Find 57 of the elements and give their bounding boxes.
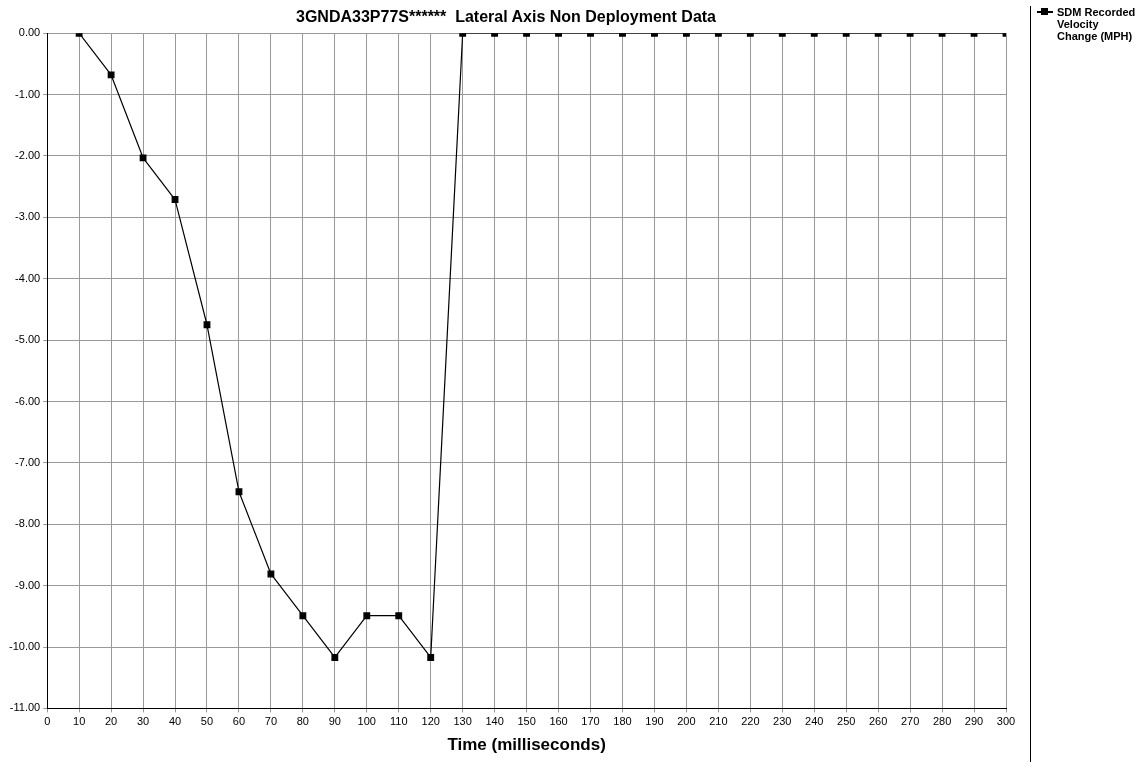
- point: [427, 654, 435, 661]
- point: [363, 612, 371, 620]
- y-tick-label: -4.00: [15, 271, 41, 284]
- x-tick-label: 80: [296, 715, 309, 728]
- x-tick-label: 150: [517, 715, 536, 728]
- y-tick-label: -1.00: [15, 87, 41, 100]
- x-tick-label: 200: [677, 715, 696, 728]
- x-tick-label: 170: [581, 715, 600, 728]
- point: [235, 488, 243, 496]
- x-tick-label: 40: [168, 715, 182, 728]
- x-tick-label: 60: [232, 715, 246, 728]
- point: [171, 196, 179, 203]
- y-tick-label: -5.00: [15, 333, 41, 346]
- x-tick-label: 180: [613, 715, 632, 728]
- x-tick-label: 120: [421, 715, 440, 728]
- y-tick-label: 0.00: [18, 26, 41, 39]
- x-tick-label: 300: [996, 715, 1016, 728]
- point: [299, 612, 307, 620]
- point: [331, 654, 339, 661]
- x-tick-label: 130: [453, 715, 472, 728]
- point: [395, 612, 403, 620]
- x-tick-label: 240: [805, 715, 824, 728]
- x-tick-label: 50: [200, 715, 214, 728]
- y-tick-label: -2.00: [15, 148, 41, 161]
- x-tick-label: 160: [549, 715, 568, 728]
- point: [107, 71, 115, 79]
- x-tick-label: 270: [900, 715, 920, 728]
- x-tick-label: 220: [741, 715, 760, 728]
- legend-label: SDM Recorded Velocity Change (MPH): [1057, 6, 1137, 42]
- x-tick-label: 110: [389, 715, 408, 728]
- point: [203, 321, 211, 329]
- x-tick-label: 0: [44, 715, 51, 728]
- x-axis-title: Time (milliseconds): [447, 735, 606, 755]
- chart-title: 3GNDA33P77S****** Lateral Axis Non Deployment Data: [296, 8, 717, 26]
- x-tick-label: 100: [357, 715, 376, 728]
- y-tick-label: -6.00: [15, 394, 41, 407]
- x-tick-label: 210: [709, 715, 728, 728]
- x-tick-label: 10: [73, 715, 86, 728]
- point: [139, 154, 147, 162]
- y-tick-label: -10.00: [8, 640, 41, 653]
- point: [267, 570, 275, 578]
- x-tick-label: 290: [964, 715, 984, 728]
- x-tick-label: 250: [837, 715, 856, 728]
- x-tick-label: 190: [645, 715, 664, 728]
- y-tick-label: -8.00: [15, 517, 41, 530]
- y-tick-label: -11.00: [9, 701, 41, 714]
- y-tick-label: -7.00: [15, 455, 41, 468]
- x-tick-label: 280: [932, 715, 952, 728]
- x-tick-label: 230: [773, 715, 792, 728]
- x-tick-label: 140: [485, 715, 504, 728]
- x-tick-label: 30: [136, 715, 150, 728]
- x-tick-label: 70: [264, 715, 278, 728]
- x-tick-label: 90: [328, 715, 341, 728]
- y-tick-label: -3.00: [15, 210, 41, 223]
- x-tick-label: 20: [104, 715, 118, 728]
- y-tick-label: -9.00: [15, 578, 41, 591]
- x-tick-label: 260: [868, 715, 888, 728]
